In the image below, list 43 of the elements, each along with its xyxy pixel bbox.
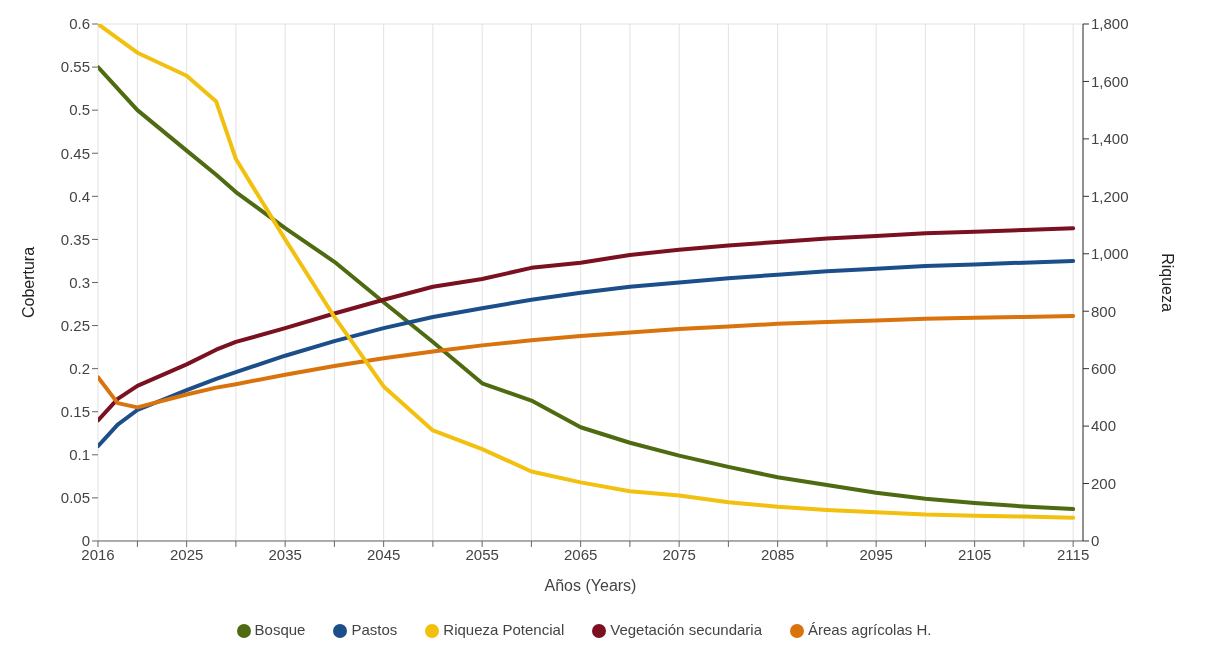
x-tick-label: 2115 xyxy=(1057,545,1090,563)
x-tick-label: 2095 xyxy=(859,545,893,563)
x-tick-label: 2105 xyxy=(957,545,992,563)
y-tick-label: 0.1 xyxy=(69,446,90,464)
legend-label: Pastos xyxy=(351,620,398,638)
line-series xyxy=(98,258,1076,449)
x-tick-label: 2065 xyxy=(563,545,598,563)
legend-label: Riqueza Potencial xyxy=(443,620,565,638)
legend-label: Vegetación secundaria xyxy=(610,620,763,638)
y2-tick-label: 1,600 xyxy=(1091,72,1129,90)
x-tick-label: 2045 xyxy=(366,545,401,563)
y2-tick-label: 800 xyxy=(1091,302,1117,320)
y2-tick-label: 1,400 xyxy=(1091,130,1129,148)
line-series xyxy=(98,226,1076,423)
x-tick-label: 2055 xyxy=(465,545,499,563)
legend-label: Bosque xyxy=(254,620,306,638)
y-tick-label: 0.25 xyxy=(60,316,90,334)
y-tick-label: 0.45 xyxy=(60,144,90,162)
x-tick-label: 2085 xyxy=(760,545,795,563)
y-tick-label: 0.35 xyxy=(60,230,90,248)
y-tick-label: 0.05 xyxy=(60,489,90,507)
x-tick-label: 2025 xyxy=(169,545,204,563)
y-tick-label: 0.4 xyxy=(69,187,90,205)
y-tick-label: 0.2 xyxy=(69,359,90,377)
x-tick-label: 2075 xyxy=(662,545,696,563)
y-tick-label: 0.5 xyxy=(69,101,90,119)
x-axis-title: Años (Years) xyxy=(544,576,637,594)
legend-label: Áreas agrícolas H. xyxy=(808,620,932,638)
y2-tick-label: 400 xyxy=(1091,417,1117,435)
y-tick-label: 0.3 xyxy=(69,273,90,291)
y-tick-label: 0.15 xyxy=(60,403,90,421)
y-tick-label: 0.6 xyxy=(69,15,90,33)
y2-tick-label: 600 xyxy=(1091,359,1117,377)
y2-tick-label: 1,200 xyxy=(1091,187,1129,205)
y-tick-label: 0.55 xyxy=(60,58,90,76)
line-series xyxy=(98,314,1076,410)
y2-tick-label: 1,000 xyxy=(1091,245,1129,263)
y2-tick-label: 1,800 xyxy=(1091,15,1129,33)
y2-tick-label: 0 xyxy=(1091,532,1100,550)
x-tick-label: 2035 xyxy=(268,545,302,563)
y2-tick-label: 200 xyxy=(1091,474,1117,492)
y-axis-title: Cobertura xyxy=(19,246,37,319)
y2-axis-title: Riqueza xyxy=(1159,253,1177,312)
